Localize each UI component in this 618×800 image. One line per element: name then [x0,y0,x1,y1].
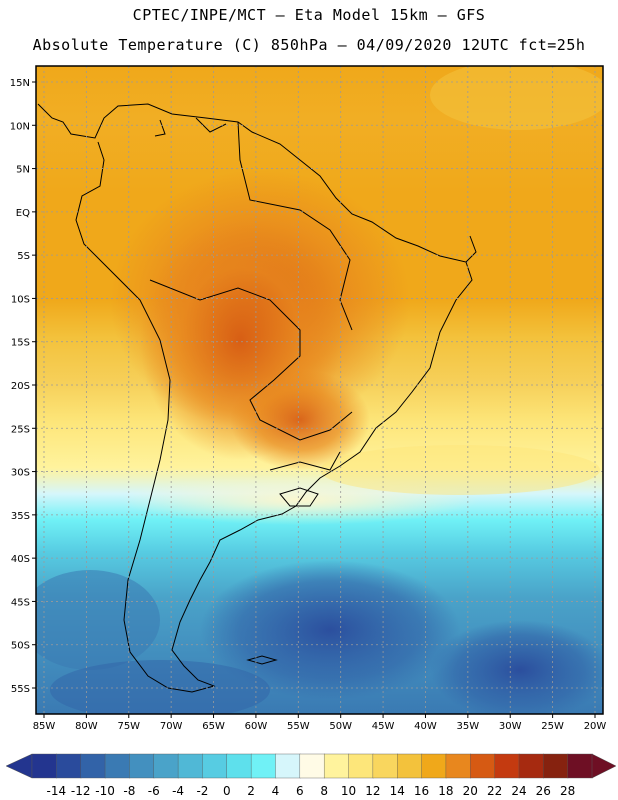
colorbar-label: 14 [390,784,405,798]
colorbar-label: 22 [487,784,502,798]
lon-label: 40W [414,721,437,732]
lon-label: 75W [117,721,140,732]
colorbar-label: 4 [272,784,280,798]
colorbar-label: 18 [438,784,453,798]
colorbar-swatch [445,753,471,779]
colorbar-label: 16 [414,784,429,798]
lat-label: 50S [11,641,30,652]
colorbar-label: 10 [341,784,356,798]
temperature-field [36,66,603,714]
lat-label: 35S [11,511,30,522]
colorbar-swatch [567,753,593,779]
lon-label: 60W [245,721,268,732]
colorbar-label: -12 [71,784,91,798]
lon-label: 25W [541,721,564,732]
colorbar-swatch [56,753,82,779]
colorbar-swatch [250,753,277,779]
colorbar-swatch [202,753,228,779]
colorbar-label: -6 [148,784,160,798]
latitude-labels: 15N 10N 5N EQ 5S 10S 15S 20S 25S 30S 35S 40S 45S 50S 5… [10,78,36,695]
colorbar-label: 28 [560,784,575,798]
coastlines [37,103,477,693]
lat-label: 45S [11,597,30,608]
lat-label: 25S [11,424,30,435]
colorbar-swatch [299,753,325,779]
title-line-1: CPTEC/INPE/MCT – Eta Model 15km – GFS [132,6,486,24]
colorbar-label: 0 [223,784,231,798]
lon-label: 30W [499,721,522,732]
lat-label: 15N [10,78,30,89]
lat-label: 30S [11,468,30,479]
colorbar-label: 8 [320,784,328,798]
graticule [36,66,603,714]
lon-label: 65W [202,721,225,732]
lat-label: 5N [16,165,30,176]
lat-label: 55S [11,684,30,695]
title-line-2: Absolute Temperature (C) 850hPa – 04/09/… [32,36,586,54]
lon-label: 80W [75,721,98,732]
lat-label: 5S [17,251,30,262]
colorbar-label: 26 [536,784,551,798]
colorbar-over-triangle [591,753,617,779]
lon-label: 55W [287,721,310,732]
colorbar-swatch [470,753,496,779]
colorbar-swatch [129,753,155,779]
colorbar-swatch [397,753,423,779]
lon-label: 50W [329,721,352,732]
lon-label: 35W [457,721,480,732]
map-frame [35,65,604,715]
lon-label: 70W [160,721,183,732]
colorbar-swatch [421,753,447,779]
colorbar-swatch [372,753,398,779]
colorbar-label: 12 [365,784,380,798]
colorbar-label: 20 [463,784,478,798]
lat-label: 15S [11,338,30,349]
colorbar-label: -4 [172,784,184,798]
colorbar-swatch [177,753,204,779]
colorbar-label: 24 [511,784,526,798]
colorbar-swatch [153,753,179,779]
colorbar-swatch [275,753,301,779]
lat-label: 20S [11,381,30,392]
colorbar-swatch [226,753,252,779]
colorbar-label: -14 [47,784,67,798]
colorbar-label: -8 [123,784,135,798]
lat-label: 40S [11,554,30,565]
colorbar-swatch [494,753,520,779]
colorbar: -14 -12 -10 -8 -6 -4 -2 0 2 4 6 8 10 12 14 16 18 20 22 24 26… [5,753,617,798]
longitude-labels: 85W 80W 75W 70W 65W 60W 55W 50W 45W 40W 35W 30W 25W 2… [33,714,607,732]
lat-label: 10S [11,294,30,305]
lat-label: EQ [16,208,30,219]
colorbar-swatch [543,753,569,779]
lon-label: 85W [33,721,56,732]
colorbar-swatch [348,753,374,779]
colorbar-under-triangle [5,753,33,779]
colorbar-label: -10 [95,784,115,798]
colorbar-swatch [104,753,131,779]
lat-label: 10N [10,121,30,132]
colorbar-label: 6 [296,784,304,798]
colorbar-label: 2 [247,784,255,798]
colorbar-swatch [80,753,106,779]
lon-label: 45W [372,721,395,732]
colorbar-label: -2 [196,784,208,798]
lon-label: 20W [584,721,607,732]
colorbar-swatch [323,753,350,779]
colorbar-swatch [518,753,545,779]
colorbar-swatch [31,753,58,779]
